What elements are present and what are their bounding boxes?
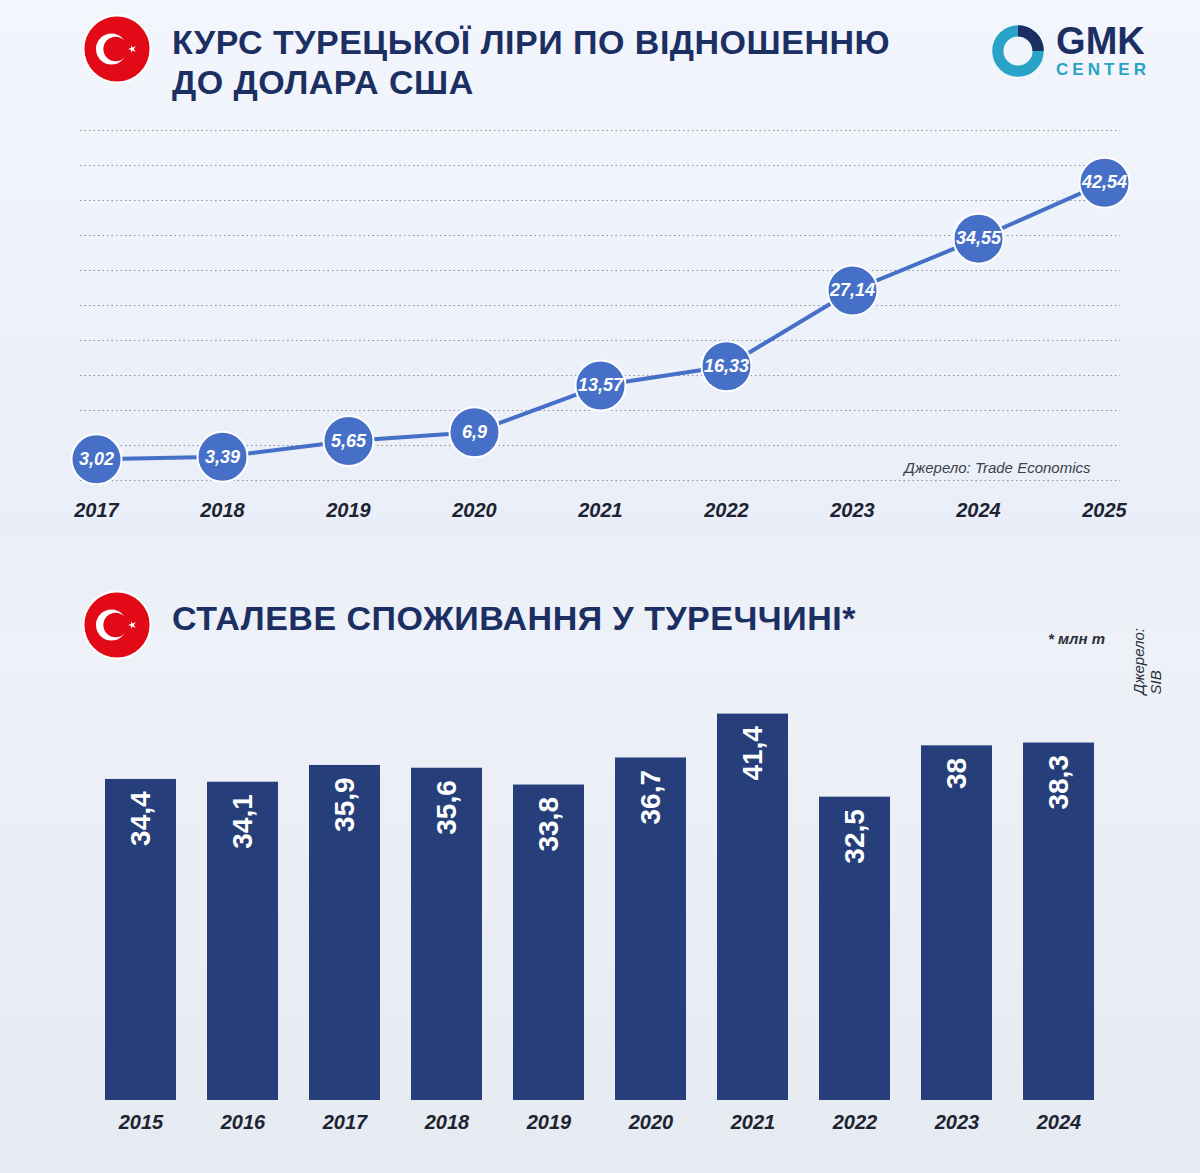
svg-text:34,1: 34,1 [227, 794, 258, 849]
svg-text:42,54: 42,54 [1081, 172, 1127, 192]
svg-text:32,5: 32,5 [839, 809, 870, 864]
html-text:СТАЛЕВЕ СПОЖИВАННЯ У ТУРЕЧЧИНІ: СТАЛЕВЕ СПОЖИВАННЯ У ТУРЕЧЧИНІ* [172, 599, 856, 637]
svg-text:2022: 2022 [832, 1111, 878, 1133]
svg-text:2020: 2020 [451, 499, 497, 521]
svg-text:2021: 2021 [730, 1111, 776, 1133]
svg-text:5,65: 5,65 [331, 431, 367, 451]
svg-text:34,55: 34,55 [956, 228, 1002, 248]
svg-text:3,39: 3,39 [205, 447, 240, 467]
svg-text:2022: 2022 [703, 499, 749, 521]
svg-text:16,33: 16,33 [704, 356, 749, 376]
html-text:CENTER: CENTER [1056, 60, 1150, 79]
svg-text:35,6: 35,6 [431, 780, 462, 835]
html-text:Джерело: SIB: Джерело: SIB [1130, 628, 1164, 695]
html-text:* млн т: * млн т [1048, 630, 1105, 647]
svg-text:6,9: 6,9 [462, 422, 487, 442]
svg-text:2024: 2024 [955, 499, 1001, 521]
svg-text:36,7: 36,7 [635, 770, 666, 825]
svg-text:2023: 2023 [829, 499, 875, 521]
svg-text:27,14: 27,14 [829, 280, 875, 300]
svg-text:2020: 2020 [628, 1111, 674, 1133]
svg-text:38: 38 [941, 758, 972, 789]
html-text:КУРС ТУРЕЦЬКОЇ ЛІРИ ПО ВІДНОШЕ: КУРС ТУРЕЦЬКОЇ ЛІРИ ПО ВІДНОШЕННЮ ДО ДОЛ… [172, 23, 891, 101]
svg-text:13,57: 13,57 [578, 375, 624, 395]
svg-text:2021: 2021 [577, 499, 623, 521]
svg-text:2017: 2017 [73, 499, 119, 521]
svg-text:2019: 2019 [325, 499, 371, 521]
svg-text:2018: 2018 [424, 1111, 470, 1133]
svg-text:41,4: 41,4 [737, 726, 768, 781]
svg-text:Джерело: Trade Economics: Джерело: Trade Economics [902, 459, 1091, 476]
svg-text:38,3: 38,3 [1043, 755, 1074, 810]
svg-text:35,9: 35,9 [329, 777, 360, 832]
svg-text:2024: 2024 [1036, 1111, 1082, 1133]
svg-text:2016: 2016 [220, 1111, 266, 1133]
svg-text:2018: 2018 [199, 499, 245, 521]
svg-text:2015: 2015 [118, 1111, 164, 1133]
html-text:GMK: GMK [1056, 20, 1145, 62]
svg-text:2019: 2019 [526, 1111, 572, 1133]
svg-text:34,4: 34,4 [125, 791, 156, 846]
svg-text:33,8: 33,8 [533, 797, 564, 852]
svg-text:2025: 2025 [1081, 499, 1127, 521]
svg-text:2017: 2017 [322, 1111, 368, 1133]
svg-text:2023: 2023 [934, 1111, 980, 1133]
svg-text:3,02: 3,02 [79, 449, 114, 469]
